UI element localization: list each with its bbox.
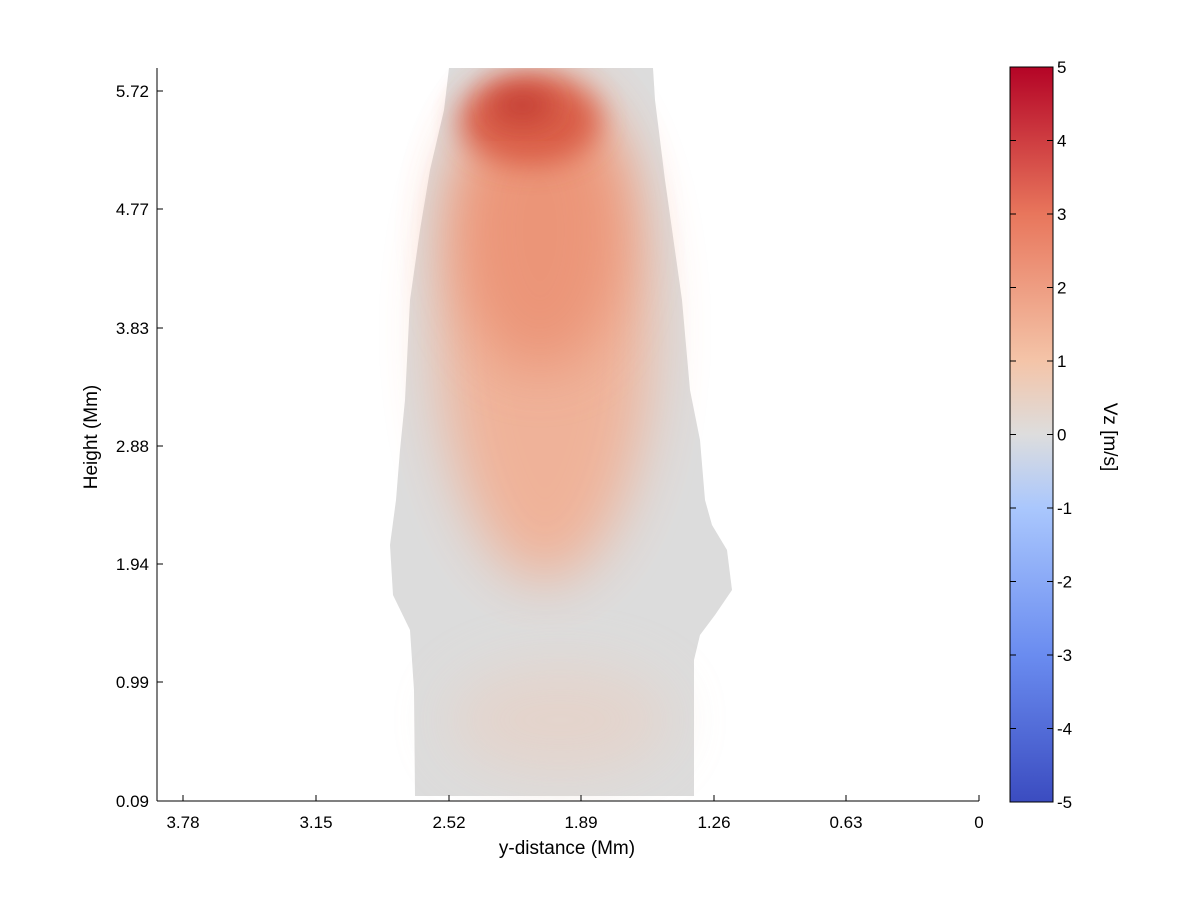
colorbar-tick-label: 4	[1057, 132, 1066, 151]
colorbar-tick-label: 5	[1057, 58, 1066, 77]
colorbar-tick-label: 0	[1057, 426, 1066, 445]
velocity-field-intensity	[440, 75, 670, 775]
y-axis-ticks: 0.09 0.99 1.94 2.88 3.83 4.77 5.72	[116, 82, 163, 811]
colorbar-label: Vz [m/s]	[1099, 403, 1120, 472]
lower-weak-flow	[450, 665, 670, 775]
x-tick-label: 0	[974, 813, 983, 832]
axes	[156, 68, 979, 802]
x-tick-label: 1.89	[564, 813, 597, 832]
y-tick-label: 5.72	[116, 82, 149, 101]
colorbar-tick-label: 1	[1057, 352, 1066, 371]
y-tick-label: 3.83	[116, 319, 149, 338]
y-axis-label: Height (Mm)	[81, 385, 102, 490]
plot-area	[390, 68, 732, 796]
y-tick-label: 0.99	[116, 673, 149, 692]
velocity-peak	[490, 87, 554, 123]
colorbar-tick-label: -3	[1057, 646, 1072, 665]
upward-flow-plume-core	[455, 90, 625, 370]
colorbar-tick-label: 3	[1057, 205, 1066, 224]
y-tick-label: 4.77	[116, 200, 149, 219]
colorbar-tick-label: -1	[1057, 499, 1072, 518]
colorbar-gradient	[1009, 66, 1054, 803]
y-tick-label: 1.94	[116, 555, 149, 574]
colorbar-ticks: 5 4 3 2 1 0 -1 -2 -3 -4 -5	[1010, 58, 1072, 812]
x-tick-label: 2.52	[432, 813, 465, 832]
colorbar-tick-label: 2	[1057, 279, 1066, 298]
colorbar: 5 4 3 2 1 0 -1 -2 -3 -4 -5 Vz [m/s]	[1009, 58, 1120, 812]
x-tick-label: 3.15	[299, 813, 332, 832]
x-axis-ticks: 3.78 3.15 2.52 1.89 1.26 0.63 0	[166, 795, 984, 832]
x-tick-label: 0.63	[829, 813, 862, 832]
y-tick-label: 0.09	[116, 792, 149, 811]
y-tick-label: 2.88	[116, 437, 149, 456]
colorbar-tick-label: -2	[1057, 573, 1072, 592]
colorbar-tick-label: -4	[1057, 720, 1072, 739]
x-tick-label: 1.26	[697, 813, 730, 832]
x-axis-label: y-distance (Mm)	[499, 838, 635, 859]
x-tick-label: 3.78	[166, 813, 199, 832]
colorbar-tick-label: -5	[1057, 793, 1072, 812]
